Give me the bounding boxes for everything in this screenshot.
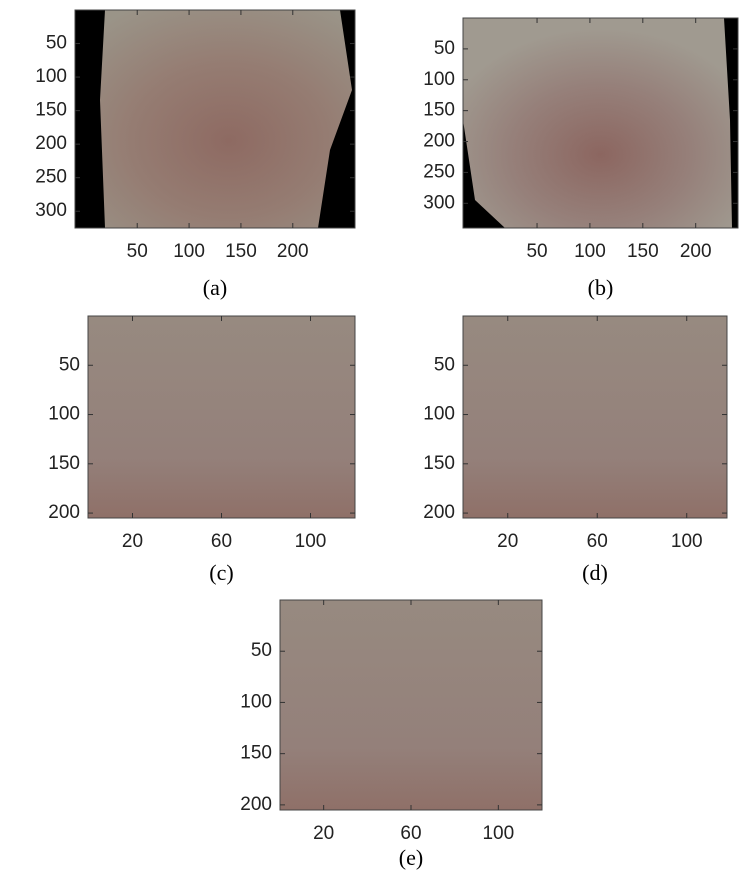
y-tick-label: 300 <box>423 192 455 213</box>
x-tick-label: 60 <box>211 531 232 552</box>
y-tick-label: 200 <box>240 794 272 815</box>
y-tick-label: 250 <box>423 161 455 182</box>
x-tick-label: 150 <box>627 241 659 262</box>
x-tick-label: 200 <box>277 241 309 262</box>
image <box>280 600 542 810</box>
x-tick-label: 100 <box>671 531 703 552</box>
black-border <box>75 10 105 228</box>
panel-caption: (d) <box>582 560 608 585</box>
x-tick-label: 100 <box>295 531 327 552</box>
y-tick-label: 150 <box>48 453 80 474</box>
y-tick-label: 100 <box>423 69 455 90</box>
y-tick-label: 200 <box>423 502 455 523</box>
y-tick-label: 100 <box>240 691 272 712</box>
x-tick-label: 50 <box>526 241 547 262</box>
x-tick-label: 100 <box>173 241 205 262</box>
y-tick-label: 100 <box>48 404 80 425</box>
y-tick-label: 300 <box>35 200 67 221</box>
y-tick-label: 50 <box>46 33 67 54</box>
x-tick-label: 200 <box>680 241 712 262</box>
y-tick-label: 150 <box>423 100 455 121</box>
panel-caption: (e) <box>399 845 423 870</box>
y-tick-label: 100 <box>423 404 455 425</box>
y-tick-label: 200 <box>48 502 80 523</box>
y-tick-label: 150 <box>423 453 455 474</box>
y-tick-label: 150 <box>240 743 272 764</box>
panel-caption: (a) <box>203 275 227 300</box>
y-tick-label: 50 <box>251 640 272 661</box>
y-tick-label: 200 <box>35 133 67 154</box>
image <box>463 316 727 518</box>
y-tick-label: 250 <box>35 167 67 188</box>
x-tick-label: 150 <box>225 241 257 262</box>
axes-frame <box>462 17 739 229</box>
y-tick-label: 150 <box>35 100 67 121</box>
image <box>88 316 355 518</box>
y-tick-label: 200 <box>423 131 455 152</box>
y-tick-label: 50 <box>434 38 455 59</box>
x-tick-label: 20 <box>122 531 143 552</box>
x-tick-label: 60 <box>587 531 608 552</box>
panel-caption: (b) <box>588 275 614 300</box>
y-tick-label: 50 <box>59 354 80 375</box>
x-tick-label: 20 <box>497 531 518 552</box>
panel-caption: (c) <box>209 560 233 585</box>
x-tick-label: 20 <box>313 823 334 844</box>
black-border <box>463 120 505 228</box>
black-border <box>318 10 355 228</box>
y-tick-label: 100 <box>35 66 67 87</box>
image <box>75 10 355 228</box>
black-border <box>724 18 738 228</box>
axes-frame <box>74 9 356 229</box>
x-tick-label: 50 <box>127 241 148 262</box>
x-tick-label: 60 <box>400 823 421 844</box>
image <box>463 18 738 228</box>
x-tick-label: 100 <box>482 823 514 844</box>
axes-frame <box>462 315 728 519</box>
x-tick-label: 100 <box>574 241 606 262</box>
y-tick-label: 50 <box>434 354 455 375</box>
